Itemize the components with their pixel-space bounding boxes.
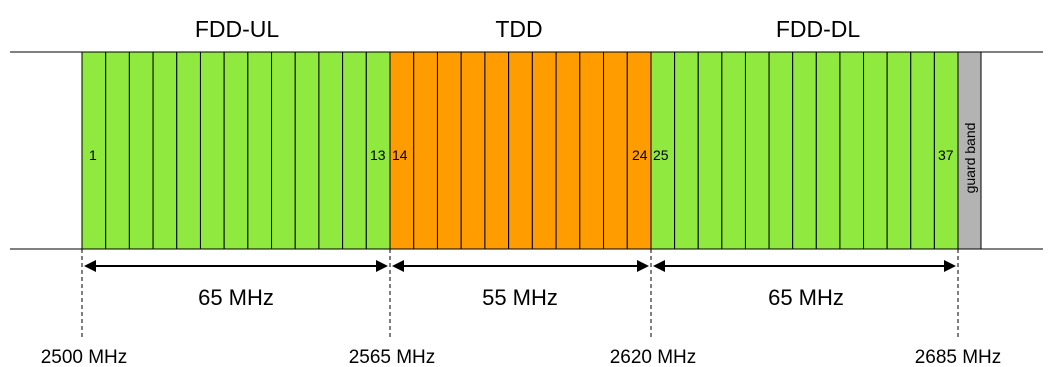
band-title-tdd: TDD	[495, 16, 542, 42]
band-title-fdd-ul: FDD-UL	[195, 16, 280, 42]
span-label-tdd: 55 MHz	[482, 285, 558, 310]
channel-block-34	[863, 51, 888, 250]
channel-block-3	[128, 51, 154, 250]
freq-label-2565: 2565 MHz	[349, 347, 436, 367]
freq-label-2500: 2500 MHz	[41, 347, 128, 367]
channel-block-23	[603, 51, 628, 250]
channel-block-36	[910, 51, 935, 250]
channel-block-8	[247, 51, 273, 250]
channel-block-26	[674, 51, 699, 250]
channel-blocks	[81, 51, 959, 250]
channel-block-31	[792, 51, 817, 250]
channel-block-6	[199, 51, 225, 250]
channel-block-2	[105, 51, 130, 250]
channel-label-37: 37	[938, 147, 954, 163]
channel-block-15	[413, 51, 438, 250]
channel-label-1: 1	[89, 147, 97, 163]
channel-block-18	[484, 51, 510, 250]
channel-block-9	[271, 51, 296, 250]
guard-band-block	[957, 51, 982, 250]
freq-label-2685: 2685 MHz	[915, 347, 1002, 367]
channel-block-27	[697, 51, 723, 250]
channel-block-35	[886, 51, 912, 250]
channel-block-28	[721, 51, 746, 250]
channel-block-12	[342, 51, 367, 250]
channel-block-10	[294, 51, 320, 250]
span-label-fdd-ul: 65 MHz	[198, 285, 274, 310]
band-title-fdd-dl: FDD-DL	[776, 16, 861, 42]
span-arrow-fdd-dl	[653, 260, 956, 272]
channel-block-11	[318, 51, 344, 250]
channel-block-20	[531, 51, 557, 250]
channel-block-21	[555, 51, 581, 250]
channel-block-30	[768, 51, 794, 250]
span-arrow-fdd-ul	[84, 260, 388, 272]
channel-block-7	[223, 51, 249, 250]
channel-label-24: 24	[632, 147, 648, 163]
channel-block-16	[436, 51, 462, 250]
channel-label-13: 13	[370, 147, 386, 163]
channel-block-32	[815, 51, 841, 250]
channel-block-19	[508, 51, 533, 250]
channel-block-29	[744, 51, 770, 250]
channel-block-17	[460, 51, 486, 250]
channel-block-22	[579, 51, 605, 250]
channel-block-5	[176, 51, 201, 250]
guard-band-label: guard band	[962, 123, 978, 194]
freq-label-2620: 2620 MHz	[610, 347, 697, 367]
span-label-fdd-dl: 65 MHz	[768, 285, 844, 310]
channel-block-4	[152, 51, 178, 250]
channel-block-33	[839, 51, 865, 250]
span-arrow-tdd	[392, 260, 649, 272]
channel-label-25: 25	[653, 147, 669, 163]
channel-label-14: 14	[392, 147, 408, 163]
